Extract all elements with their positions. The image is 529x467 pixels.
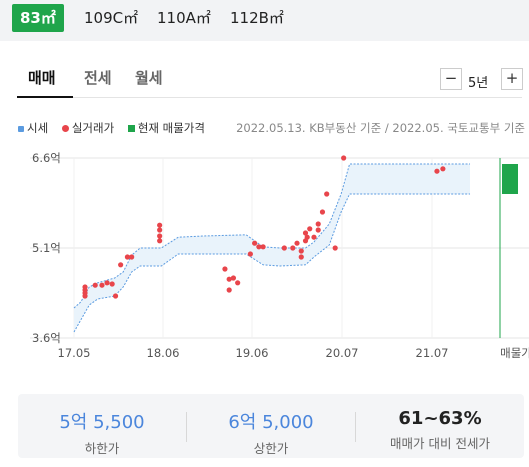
- actual-trade-dot: [118, 262, 124, 268]
- x-tick-label: 20.07: [326, 346, 359, 360]
- actual-trade-dot: [290, 245, 296, 251]
- listing-box-icon: [127, 125, 135, 132]
- actual-trade-dot: [112, 293, 119, 299]
- price-card: 매매 전세 월세 − 5년 + 시세 실거래가 현재 매물가격 2022.05.…: [0, 41, 529, 467]
- actual-trade-dot: [332, 245, 338, 251]
- source-note: 2022.05.13. KB부동산 기준 / 2022.05. 국토교통부 기준: [236, 121, 525, 135]
- listing-range-bar: [502, 164, 518, 194]
- x-tick-label: 매물가: [500, 346, 529, 360]
- actual-trade-dot: [440, 166, 446, 172]
- actual-trade-dot: [315, 221, 321, 227]
- actual-trade-dot: [252, 240, 258, 246]
- area-tab-109c[interactable]: 109C㎡: [84, 9, 139, 27]
- actual-trade-dot: [319, 209, 326, 215]
- market-lower-line: [73, 193, 471, 333]
- price-chart[interactable]: 17.05 18.06 19.06 20.07 21.07 매물가 6.6억 5.1억 3.6…: [0, 142, 529, 367]
- market-line-icon: [18, 125, 24, 132]
- lower-price-label: 하한가: [84, 441, 120, 456]
- actual-trade-dot: [157, 227, 163, 233]
- summary-divider: [355, 412, 356, 442]
- actual-trade-dot: [124, 254, 131, 260]
- actual-trade-dot: [157, 233, 163, 239]
- jeonse-ratio-value: 61~63%: [398, 408, 482, 429]
- actual-trade-dot: [157, 238, 163, 244]
- summary-lower: 5억 5,500 하한가: [18, 394, 186, 458]
- actual-trade-dot: [92, 282, 98, 288]
- x-tick-label: 21.07: [416, 346, 449, 360]
- actual-trade-dot: [247, 251, 253, 257]
- x-tick-label: 17.05: [58, 346, 91, 360]
- period-increment-button[interactable]: +: [501, 68, 523, 90]
- summary-upper: 6억 5,000 상한가: [187, 394, 355, 458]
- actual-trade-dot: [304, 234, 310, 240]
- area-tabs: 83㎡ 109C㎡ 110A㎡ 112B㎡: [0, 0, 529, 40]
- actual-trade-dot: [109, 281, 115, 287]
- period-decrement-button[interactable]: −: [440, 68, 462, 90]
- tab-active-indicator: [17, 96, 73, 98]
- lower-price-value: 5억 5,500: [59, 412, 145, 433]
- tab-monthly-rent[interactable]: 월세: [135, 69, 163, 87]
- tab-divider: [17, 97, 522, 98]
- chart-legend: 시세 실거래가 현재 매물가격: [18, 120, 215, 136]
- summary-ratio: 61~63% 매매가 대비 전세가: [356, 394, 524, 458]
- actual-trade-dot: [256, 244, 262, 250]
- actual-trade-dot: [226, 287, 232, 293]
- actual-trade-dot: [434, 168, 440, 174]
- actual-trade-dot: [230, 275, 237, 281]
- jeonse-ratio-label: 매매가 대비 전세가: [390, 436, 490, 451]
- price-summary: 5억 5,500 하한가 6억 5,000 상한가 61~63% 매매가 대비 …: [18, 394, 524, 458]
- actual-trade-dot: [298, 248, 304, 254]
- actual-trade-dot: [235, 280, 241, 286]
- actual-trade-dot: [315, 227, 321, 233]
- upper-price-value: 6억 5,000: [228, 412, 314, 433]
- actual-trade-dot: [324, 191, 330, 197]
- summary-divider: [186, 412, 187, 442]
- y-tick-label: 6.6억: [32, 151, 61, 165]
- actual-trade-dot: [341, 155, 347, 161]
- actual-trade-dot: [307, 226, 313, 232]
- actual-trade-dot: [311, 234, 317, 240]
- tab-sale[interactable]: 매매: [28, 69, 56, 87]
- market-band: [74, 164, 471, 332]
- actual-trade-dot: [281, 245, 287, 251]
- area-tab-110a[interactable]: 110A㎡: [157, 9, 211, 27]
- area-tab-112b[interactable]: 112B㎡: [230, 9, 284, 27]
- actual-trade-dot: [260, 244, 266, 250]
- actual-trade-dot: [298, 254, 304, 260]
- legend-market: 시세: [18, 120, 48, 136]
- period-label: 5년: [468, 76, 489, 91]
- actual-trade-dot: [99, 282, 105, 288]
- actual-trade-dot: [226, 276, 232, 282]
- legend-listing: 현재 매물가격: [127, 120, 205, 136]
- actual-trade-dot: [104, 280, 110, 286]
- actual-trade-dot: [294, 240, 300, 246]
- actual-trade-dot: [302, 230, 309, 236]
- tab-jeonse[interactable]: 전세: [84, 69, 112, 87]
- actual-trade-dot: [129, 254, 135, 260]
- actual-dot-icon: [61, 125, 69, 132]
- y-tick-label: 5.1억: [32, 241, 61, 255]
- x-tick-label: 18.06: [147, 346, 180, 360]
- market-upper-line: [73, 163, 471, 309]
- x-tick-label: 19.06: [236, 346, 269, 360]
- y-tick-label: 3.6억: [32, 331, 61, 345]
- legend-actual: 실거래가: [61, 120, 114, 136]
- actual-trade-dot: [222, 266, 228, 272]
- actual-trade-dot: [82, 293, 88, 299]
- area-tab-83[interactable]: 83㎡: [12, 4, 64, 32]
- actual-trade-dot: [157, 222, 163, 228]
- upper-price-label: 상한가: [253, 441, 289, 456]
